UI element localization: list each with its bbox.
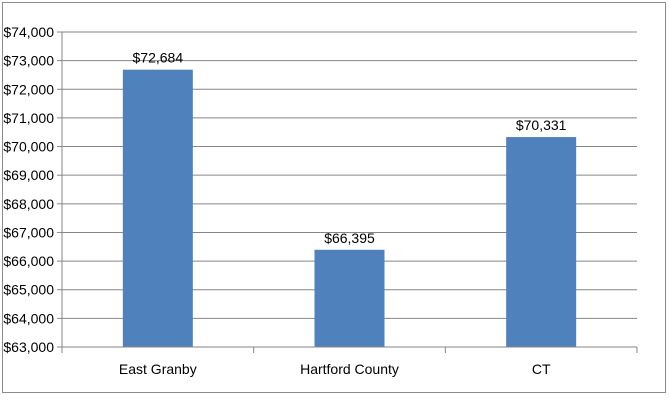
y-tick-label: $73,000 [3,53,54,69]
y-tick-label: $70,000 [3,139,54,155]
x-tick-label: CT [532,361,551,377]
y-tick-label: $66,000 [3,253,54,269]
bar-ct [506,137,577,347]
labels: $63,000 $64,000 $65,000 $66,000 $67,000 $68,0… [3,24,566,377]
y-tick-label: $64,000 [3,310,54,326]
y-tick-label: $74,000 [3,24,54,40]
y-tick-label: $65,000 [3,282,54,298]
y-tick-label: $67,000 [3,224,54,240]
y-tick-label: $71,000 [3,110,54,126]
y-tick-label: $63,000 [3,339,54,355]
axes [57,31,638,353]
bar-chart: $63,000 $64,000 $65,000 $66,000 $67,000 $68,0… [3,24,638,377]
y-tick-label: $69,000 [3,167,54,183]
bars [122,69,577,347]
data-label: $72,684 [133,50,184,66]
data-label: $70,331 [516,117,567,133]
y-tick-label: $68,000 [3,196,54,212]
x-tick-label: Hartford County [300,361,399,377]
bar-hartford-county [314,249,385,347]
bar-east-granby [122,69,193,347]
x-tick-label: East Granby [119,361,197,377]
y-tick-label: $72,000 [3,81,54,97]
chart-frame: $63,000 $64,000 $65,000 $66,000 $67,000 $68,0… [2,2,666,393]
data-label: $66,395 [324,230,375,246]
